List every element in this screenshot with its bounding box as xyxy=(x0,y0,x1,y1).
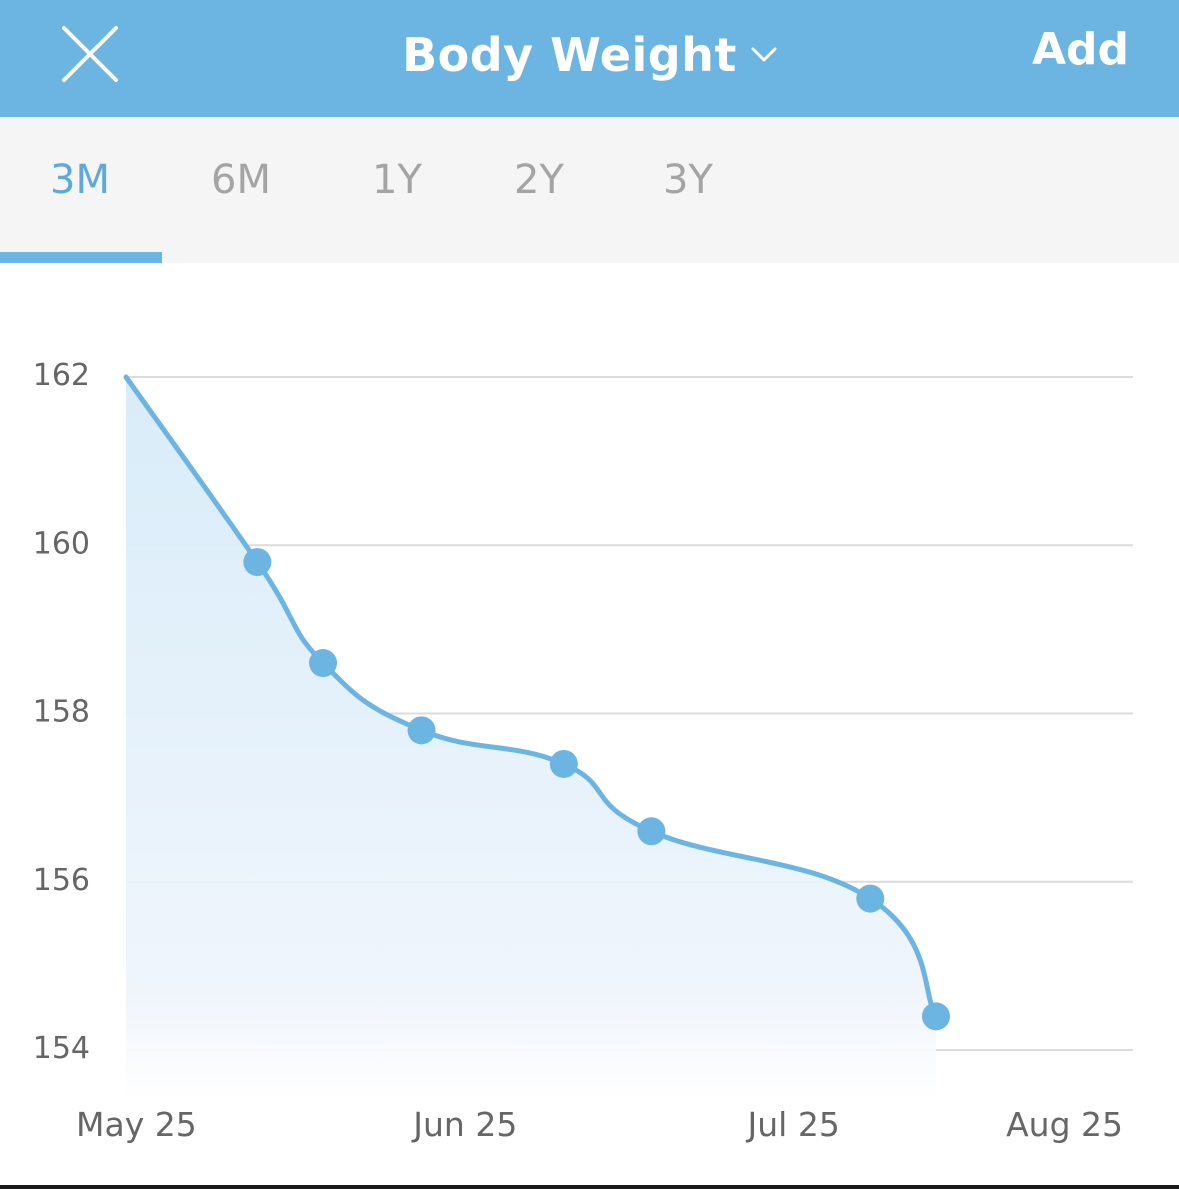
y-tick-label: 162 xyxy=(33,358,90,393)
close-button[interactable] xyxy=(56,20,124,88)
data-point xyxy=(856,884,885,913)
bottom-divider xyxy=(0,1185,1179,1189)
y-tick-label: 160 xyxy=(33,526,90,561)
data-point xyxy=(637,817,666,846)
app-header: Body Weight Add xyxy=(0,0,1179,117)
x-tick-label: Aug 25 xyxy=(1006,1105,1123,1144)
metric-selector[interactable]: Body Weight xyxy=(402,28,777,82)
y-tick-label: 156 xyxy=(33,863,90,898)
y-tick-label: 154 xyxy=(33,1031,90,1066)
data-point xyxy=(243,548,272,577)
x-tick-label: Jun 25 xyxy=(411,1105,517,1144)
x-tick-label: Jul 25 xyxy=(746,1105,840,1144)
y-tick-label: 158 xyxy=(33,695,90,730)
tab-2y[interactable]: 2Y xyxy=(514,157,564,203)
chevron-down-icon xyxy=(751,47,777,62)
x-tick-label: May 25 xyxy=(76,1105,197,1144)
data-point xyxy=(549,749,578,778)
tab-3m[interactable]: 3M xyxy=(50,157,110,203)
series-area xyxy=(126,377,936,1100)
close-icon xyxy=(62,26,118,82)
page-title: Body Weight xyxy=(402,28,737,82)
tab-3y[interactable]: 3Y xyxy=(663,157,713,203)
weight-chart: 162 160 158 156 154 May 25 Jun 25 Jul 25 Aug 25 xyxy=(33,358,1133,1144)
data-point xyxy=(407,716,436,745)
range-tabs: 3M 6M 1Y 2Y 3Y xyxy=(0,117,1179,263)
data-point xyxy=(921,1002,950,1031)
data-point xyxy=(309,649,338,678)
tab-6m[interactable]: 6M xyxy=(211,157,271,203)
add-button[interactable]: Add xyxy=(1031,24,1129,75)
active-tab-indicator xyxy=(0,252,162,263)
tab-1y[interactable]: 1Y xyxy=(372,157,422,203)
